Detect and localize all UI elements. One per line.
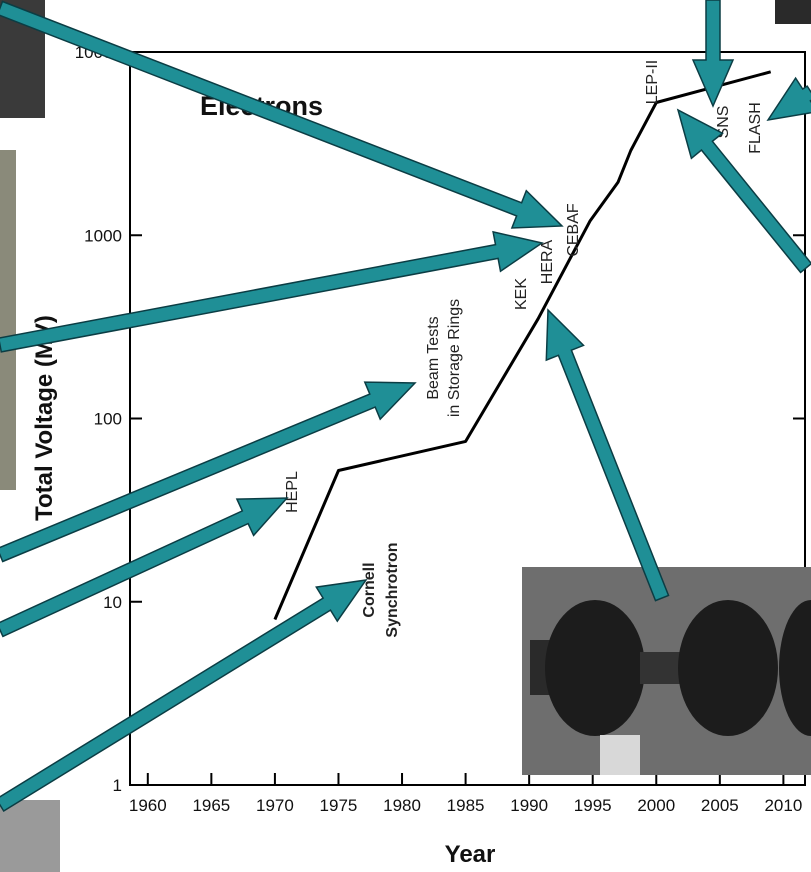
y-tick-label: 1 [113, 776, 122, 795]
annotation: Synchrotron [384, 542, 401, 637]
x-tick-label: 1965 [192, 796, 230, 815]
x-tick-label: 2010 [764, 796, 802, 815]
x-tick-label: 1985 [447, 796, 485, 815]
x-tick-label: 1975 [320, 796, 358, 815]
arrow [678, 110, 811, 272]
x-tick-label: 1970 [256, 796, 294, 815]
x-tick-label: 2000 [637, 796, 675, 815]
photo [0, 800, 60, 872]
y-tick-label: 1000 [84, 226, 122, 245]
x-tick-label: 1980 [383, 796, 421, 815]
arrow [546, 310, 668, 601]
y-tick-label: 100 [94, 410, 122, 429]
x-tick-label: 1960 [129, 796, 167, 815]
x-axis-title: Year [445, 841, 496, 868]
photo [775, 0, 811, 24]
arrow [0, 2, 562, 229]
cavity-photo [522, 567, 811, 775]
x-tick-label: 1995 [574, 796, 612, 815]
annotation: in Storage Rings [446, 299, 463, 417]
annotation: Cornell [361, 562, 378, 617]
arrow [0, 580, 366, 811]
x-tick-label: 1990 [510, 796, 548, 815]
annotation: Beam Tests [425, 316, 442, 399]
annotation: HERA [539, 239, 556, 284]
annotation: FLASH [747, 102, 764, 154]
chart: 1101001000100001960196519701975198019851… [0, 0, 811, 872]
annotation: LEP-II [644, 60, 661, 104]
photo [0, 150, 16, 490]
x-tick-label: 2005 [701, 796, 739, 815]
annotation: KEK [513, 278, 530, 310]
y-tick-label: 10 [103, 593, 122, 612]
annotation: HEPL [284, 471, 301, 513]
annotation: CEBAF [565, 203, 582, 257]
